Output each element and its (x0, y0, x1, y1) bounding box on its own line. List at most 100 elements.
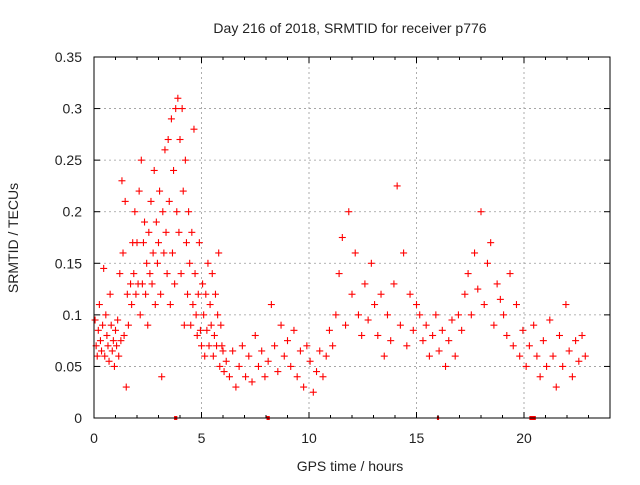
data-point (103, 331, 111, 339)
data-point (132, 290, 140, 298)
data-point (101, 352, 109, 360)
y-axis-ticks: 0 0.05 0.1 0.15 0.2 0.25 0.3 0.35 (55, 49, 610, 426)
data-point (216, 362, 224, 370)
data-point (173, 208, 181, 216)
data-point (144, 321, 152, 329)
data-point (522, 362, 530, 370)
data-point (358, 331, 366, 339)
data-point (509, 342, 517, 350)
data-point (458, 326, 466, 334)
data-point (422, 321, 430, 329)
data-point (451, 352, 459, 360)
data-point (313, 368, 321, 376)
data-point (242, 373, 250, 381)
data-point (400, 249, 408, 257)
data-point (374, 331, 382, 339)
y-tick-label: 0 (74, 410, 82, 426)
data-point (575, 357, 583, 365)
data-point (539, 337, 547, 345)
data-point (210, 331, 218, 339)
data-point (214, 311, 222, 319)
data-point (506, 270, 514, 278)
y-tick-label: 0.3 (63, 101, 83, 117)
data-point (119, 249, 127, 257)
data-point (114, 316, 122, 324)
data-point (543, 362, 551, 370)
data-point (133, 239, 141, 247)
data-point (141, 218, 149, 226)
data-point (477, 208, 485, 216)
y-tick-label: 0.15 (55, 255, 82, 271)
data-point (530, 321, 538, 329)
data-point (156, 187, 164, 195)
x-axis-ticks: 0 5 10 15 20 (90, 57, 589, 446)
data-point (123, 290, 131, 298)
data-point (208, 270, 216, 278)
data-point (184, 290, 192, 298)
data-point (525, 342, 533, 350)
data-point (474, 285, 482, 293)
data-point (152, 218, 160, 226)
data-point (108, 347, 116, 355)
data-point (215, 249, 223, 257)
data-point (186, 259, 194, 267)
data-point (572, 337, 580, 345)
data-point (106, 290, 114, 298)
data-point (191, 270, 199, 278)
data-point (120, 331, 128, 339)
data-point (137, 156, 145, 164)
data-point (235, 362, 243, 370)
data-point (519, 326, 527, 334)
data-point (454, 311, 462, 319)
data-point (167, 115, 175, 123)
data-point (198, 342, 205, 350)
data-point (319, 373, 327, 381)
data-point (445, 337, 453, 345)
data-point (261, 373, 269, 381)
data-point (267, 301, 275, 309)
grid-lines (94, 57, 610, 418)
data-point (222, 357, 230, 365)
data-point (121, 197, 129, 205)
data-point (187, 321, 195, 329)
y-tick-label: 0.2 (63, 204, 83, 220)
data-point (383, 311, 391, 319)
data-point (157, 290, 165, 298)
data-point (118, 177, 126, 185)
data-point (387, 337, 395, 345)
data-point (533, 352, 541, 360)
data-point (199, 280, 207, 288)
data-point (442, 362, 450, 370)
x-tick-label: 20 (516, 430, 532, 446)
data-point (364, 316, 372, 324)
data-point (248, 378, 256, 386)
data-point (546, 316, 554, 324)
data-point (100, 264, 108, 272)
data-point (116, 270, 124, 278)
x-tick-label: 10 (301, 430, 317, 446)
data-point (142, 290, 150, 298)
y-tick-label: 0.25 (55, 152, 82, 168)
data-point (271, 342, 279, 350)
data-point (581, 352, 589, 360)
data-point (229, 347, 237, 355)
data-point (172, 105, 180, 113)
y-tick-label: 0.1 (63, 307, 83, 323)
data-point (209, 352, 217, 360)
data-point (131, 208, 139, 216)
data-point (109, 337, 117, 345)
data-point (98, 347, 106, 355)
data-point (354, 311, 362, 319)
data-point (164, 136, 172, 144)
x-tick-label: 0 (90, 430, 98, 446)
data-point (113, 342, 121, 350)
data-point (155, 239, 162, 247)
data-point (127, 280, 135, 288)
data-point (196, 326, 204, 334)
data-point (559, 362, 567, 370)
data-point (175, 228, 183, 236)
data-point (192, 311, 200, 319)
data-point (211, 290, 219, 298)
data-point (94, 326, 102, 334)
